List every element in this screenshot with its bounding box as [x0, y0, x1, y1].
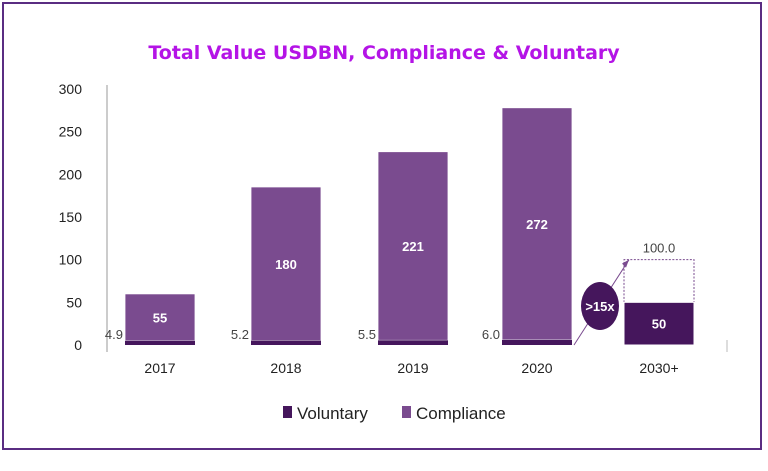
- x-tick-label: 2018: [270, 360, 301, 376]
- y-tick-label: 100: [59, 252, 83, 268]
- data-label-compliance: 272: [526, 217, 548, 232]
- arrow-head-icon: [622, 259, 629, 268]
- bar-voluntary: [623, 301, 695, 346]
- x-tick-label: 2019: [397, 360, 428, 376]
- data-label-voluntary: 5.5: [358, 327, 376, 342]
- y-tick-label: 50: [66, 294, 82, 310]
- bar-compliance: [501, 107, 573, 341]
- legend-swatch-voluntary: [283, 406, 292, 418]
- x-tick-label: 2017: [144, 360, 175, 376]
- bar-voluntary: [378, 340, 448, 345]
- y-tick-label: 300: [59, 81, 83, 97]
- y-tick-label: 250: [59, 124, 83, 140]
- data-label-voluntary: 50: [652, 317, 666, 332]
- x-tick-label: 2020: [521, 360, 552, 376]
- x-tick-label: 2030+: [639, 360, 678, 376]
- data-label-voluntary: 4.9: [105, 327, 123, 342]
- legend-label-compliance: Compliance: [416, 404, 506, 423]
- bar-compliance: [377, 151, 449, 341]
- data-label-total: 100.0: [643, 241, 676, 256]
- legend-label-voluntary: Voluntary: [297, 404, 368, 423]
- chart-frame: [2, 2, 762, 450]
- chart-title: Total Value USDBN, Compliance & Voluntar…: [148, 42, 620, 64]
- legend-swatch-compliance: [402, 406, 411, 418]
- data-label-compliance: 221: [402, 239, 424, 254]
- data-label-compliance: 180: [275, 257, 297, 272]
- projection-outline: [623, 259, 695, 303]
- data-label-voluntary: 6.0: [482, 327, 500, 342]
- data-label-compliance: 55: [153, 310, 167, 325]
- bar-compliance: [124, 293, 196, 342]
- y-tick-label: 200: [59, 166, 83, 182]
- bar-voluntary: [125, 340, 195, 345]
- growth-badge-label: >15x: [585, 299, 615, 314]
- growth-badge: [581, 282, 619, 330]
- bar-voluntary: [502, 339, 572, 345]
- y-tick-label: 150: [59, 209, 83, 225]
- y-tick-label: 0: [74, 337, 82, 353]
- data-label-voluntary: 5.2: [231, 327, 249, 342]
- bar-voluntary: [251, 340, 321, 345]
